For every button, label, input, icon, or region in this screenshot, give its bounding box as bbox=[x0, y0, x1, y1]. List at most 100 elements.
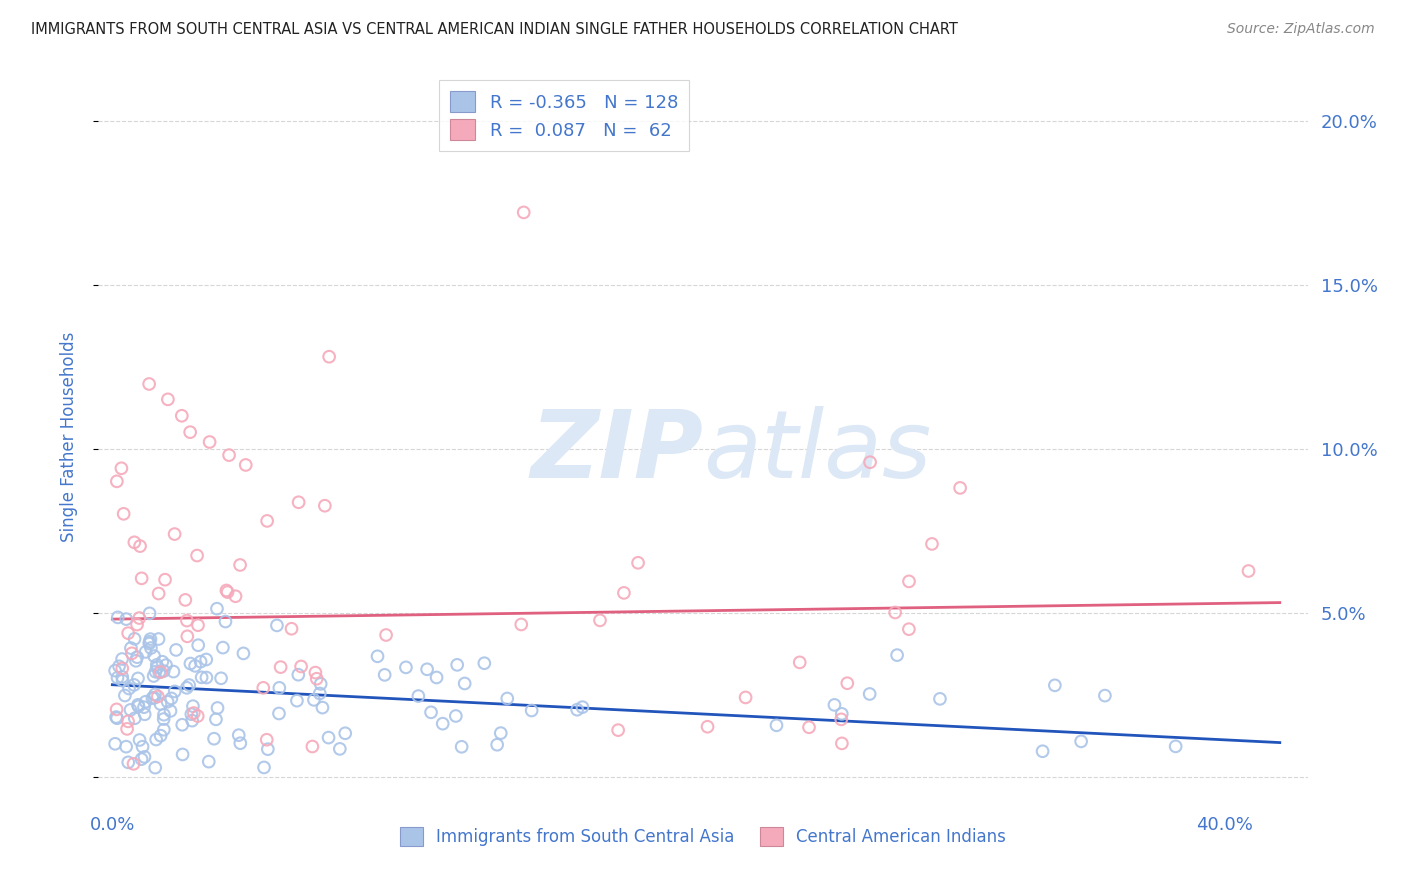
Point bbox=[232, 646, 254, 660]
Point bbox=[104, 664, 127, 678]
Point bbox=[143, 688, 166, 702]
Point bbox=[823, 698, 845, 712]
Point bbox=[190, 670, 212, 684]
Point bbox=[375, 628, 398, 642]
Point bbox=[367, 649, 389, 664]
Point bbox=[472, 657, 495, 671]
Point bbox=[111, 670, 134, 684]
Point bbox=[229, 558, 252, 572]
Point bbox=[627, 556, 650, 570]
Point bbox=[153, 707, 176, 722]
Point bbox=[124, 711, 146, 725]
Point bbox=[143, 690, 166, 705]
Point bbox=[1094, 689, 1116, 703]
Point bbox=[209, 671, 232, 685]
Point bbox=[374, 668, 396, 682]
Point bbox=[141, 691, 163, 706]
Point bbox=[120, 703, 142, 717]
Point bbox=[252, 681, 274, 695]
Point bbox=[146, 690, 169, 704]
Point bbox=[897, 622, 920, 636]
Point bbox=[859, 687, 882, 701]
Point bbox=[187, 709, 209, 723]
Point bbox=[128, 611, 150, 625]
Point bbox=[163, 527, 186, 541]
Point bbox=[290, 659, 312, 673]
Point bbox=[149, 697, 172, 711]
Point bbox=[148, 665, 170, 680]
Point bbox=[135, 645, 157, 659]
Point bbox=[831, 706, 853, 721]
Point bbox=[1164, 739, 1187, 754]
Point bbox=[195, 671, 218, 685]
Point bbox=[108, 659, 131, 673]
Point bbox=[105, 475, 128, 489]
Point bbox=[304, 665, 326, 680]
Point bbox=[256, 732, 278, 747]
Point bbox=[886, 648, 908, 662]
Point bbox=[921, 537, 943, 551]
Point bbox=[105, 702, 128, 716]
Point bbox=[318, 350, 340, 364]
Point bbox=[949, 481, 972, 495]
Point bbox=[122, 756, 145, 771]
Point bbox=[270, 660, 292, 674]
Point bbox=[104, 737, 127, 751]
Point bbox=[111, 673, 134, 688]
Point bbox=[145, 657, 167, 672]
Point bbox=[207, 701, 229, 715]
Point bbox=[112, 507, 135, 521]
Point bbox=[179, 678, 201, 692]
Point bbox=[110, 461, 132, 475]
Point bbox=[181, 714, 204, 728]
Point bbox=[305, 672, 328, 686]
Point bbox=[155, 658, 177, 673]
Point bbox=[267, 706, 290, 721]
Point bbox=[571, 700, 593, 714]
Point bbox=[898, 574, 921, 589]
Point bbox=[837, 676, 859, 690]
Point bbox=[256, 514, 278, 528]
Point bbox=[929, 691, 952, 706]
Point bbox=[118, 681, 141, 696]
Point bbox=[186, 549, 208, 563]
Point bbox=[198, 435, 221, 450]
Point bbox=[143, 761, 166, 775]
Point bbox=[450, 739, 472, 754]
Point bbox=[510, 617, 533, 632]
Point bbox=[145, 732, 167, 747]
Point bbox=[859, 455, 882, 469]
Point bbox=[280, 622, 302, 636]
Point bbox=[218, 448, 240, 462]
Point bbox=[132, 700, 155, 714]
Point bbox=[176, 681, 198, 695]
Point bbox=[117, 626, 139, 640]
Point bbox=[212, 640, 235, 655]
Point bbox=[831, 736, 853, 750]
Point bbox=[253, 760, 276, 774]
Point bbox=[1032, 744, 1054, 758]
Point bbox=[156, 695, 179, 709]
Point bbox=[1237, 564, 1260, 578]
Text: atlas: atlas bbox=[703, 406, 931, 497]
Point bbox=[195, 652, 218, 666]
Point bbox=[139, 632, 162, 647]
Point bbox=[613, 586, 636, 600]
Point bbox=[114, 689, 136, 703]
Point bbox=[107, 610, 129, 624]
Point bbox=[138, 634, 160, 648]
Point bbox=[172, 747, 194, 762]
Point bbox=[153, 573, 176, 587]
Point bbox=[170, 409, 193, 423]
Point bbox=[395, 660, 418, 674]
Point bbox=[117, 714, 139, 729]
Point bbox=[214, 615, 236, 629]
Point bbox=[183, 706, 205, 720]
Point bbox=[314, 499, 336, 513]
Point bbox=[181, 699, 204, 714]
Point bbox=[225, 589, 247, 603]
Point bbox=[115, 612, 138, 626]
Point bbox=[228, 728, 250, 742]
Point bbox=[138, 376, 160, 391]
Point bbox=[789, 656, 811, 670]
